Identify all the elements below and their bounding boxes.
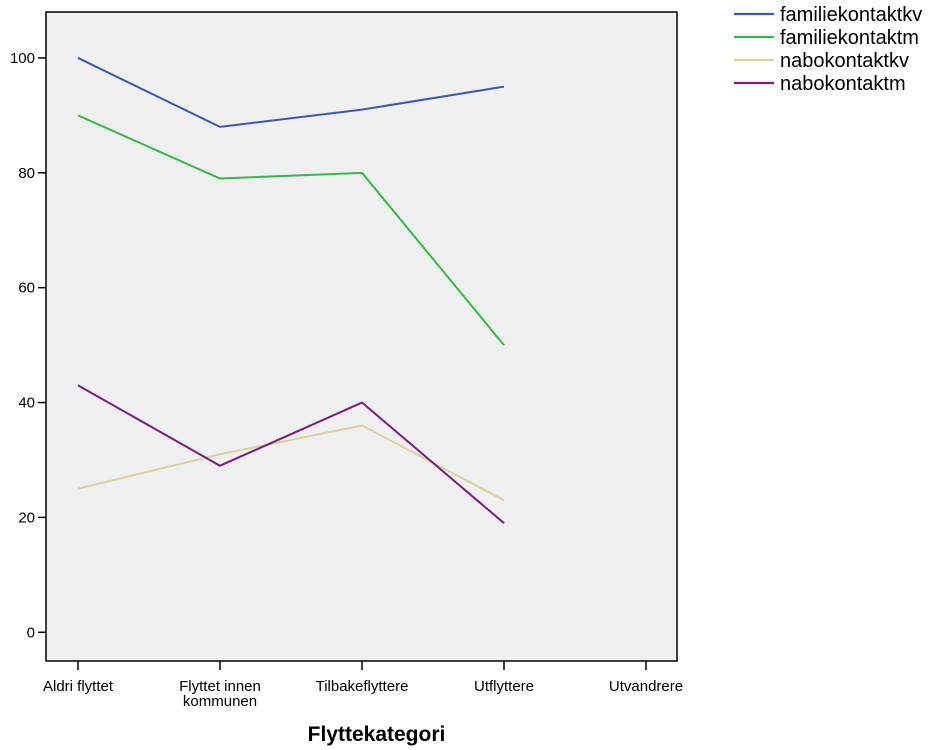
series-lines <box>77 57 505 524</box>
x-axis-title: Flyttekategori <box>308 723 446 746</box>
y-tick-label: 0 <box>27 624 35 641</box>
y-tick-label: 40 <box>18 395 35 412</box>
x-axis: Aldri flyttet Flyttet innen kommunen Tilbak… <box>43 661 683 710</box>
series-line-familiekontaktm <box>77 114 505 346</box>
y-tick-label: 100 <box>10 50 35 67</box>
legend-label-familiekontaktm: familiekontaktm <box>780 27 919 49</box>
legend-label-nabokontaktm: nabokontaktm <box>780 73 906 95</box>
x-tick-label: Tilbakeflyttere <box>316 678 409 695</box>
x-tick-label: Utvandrere <box>609 678 683 695</box>
x-tick-label: Utflyttere <box>474 678 534 695</box>
x-tick-label: Flyttet innen kommunen <box>179 678 261 710</box>
y-tick-label: 80 <box>18 165 35 182</box>
legend: familiekontaktkvfamiliekontaktmnabokonta… <box>734 4 922 95</box>
y-tick-label: 60 <box>18 280 35 297</box>
legend-label-nabokontaktkv: nabokontaktkv <box>780 50 909 72</box>
series-line-nabokontaktm <box>77 384 505 524</box>
plot-area <box>45 11 678 662</box>
y-axis: 0 20 40 60 80 100 <box>10 50 46 641</box>
series-line-familiekontaktkv <box>77 57 505 128</box>
legend-label-familiekontaktkv: familiekontaktkv <box>780 4 922 26</box>
y-tick-label: 20 <box>18 509 35 526</box>
x-tick-label: Aldri flyttet <box>43 678 114 695</box>
